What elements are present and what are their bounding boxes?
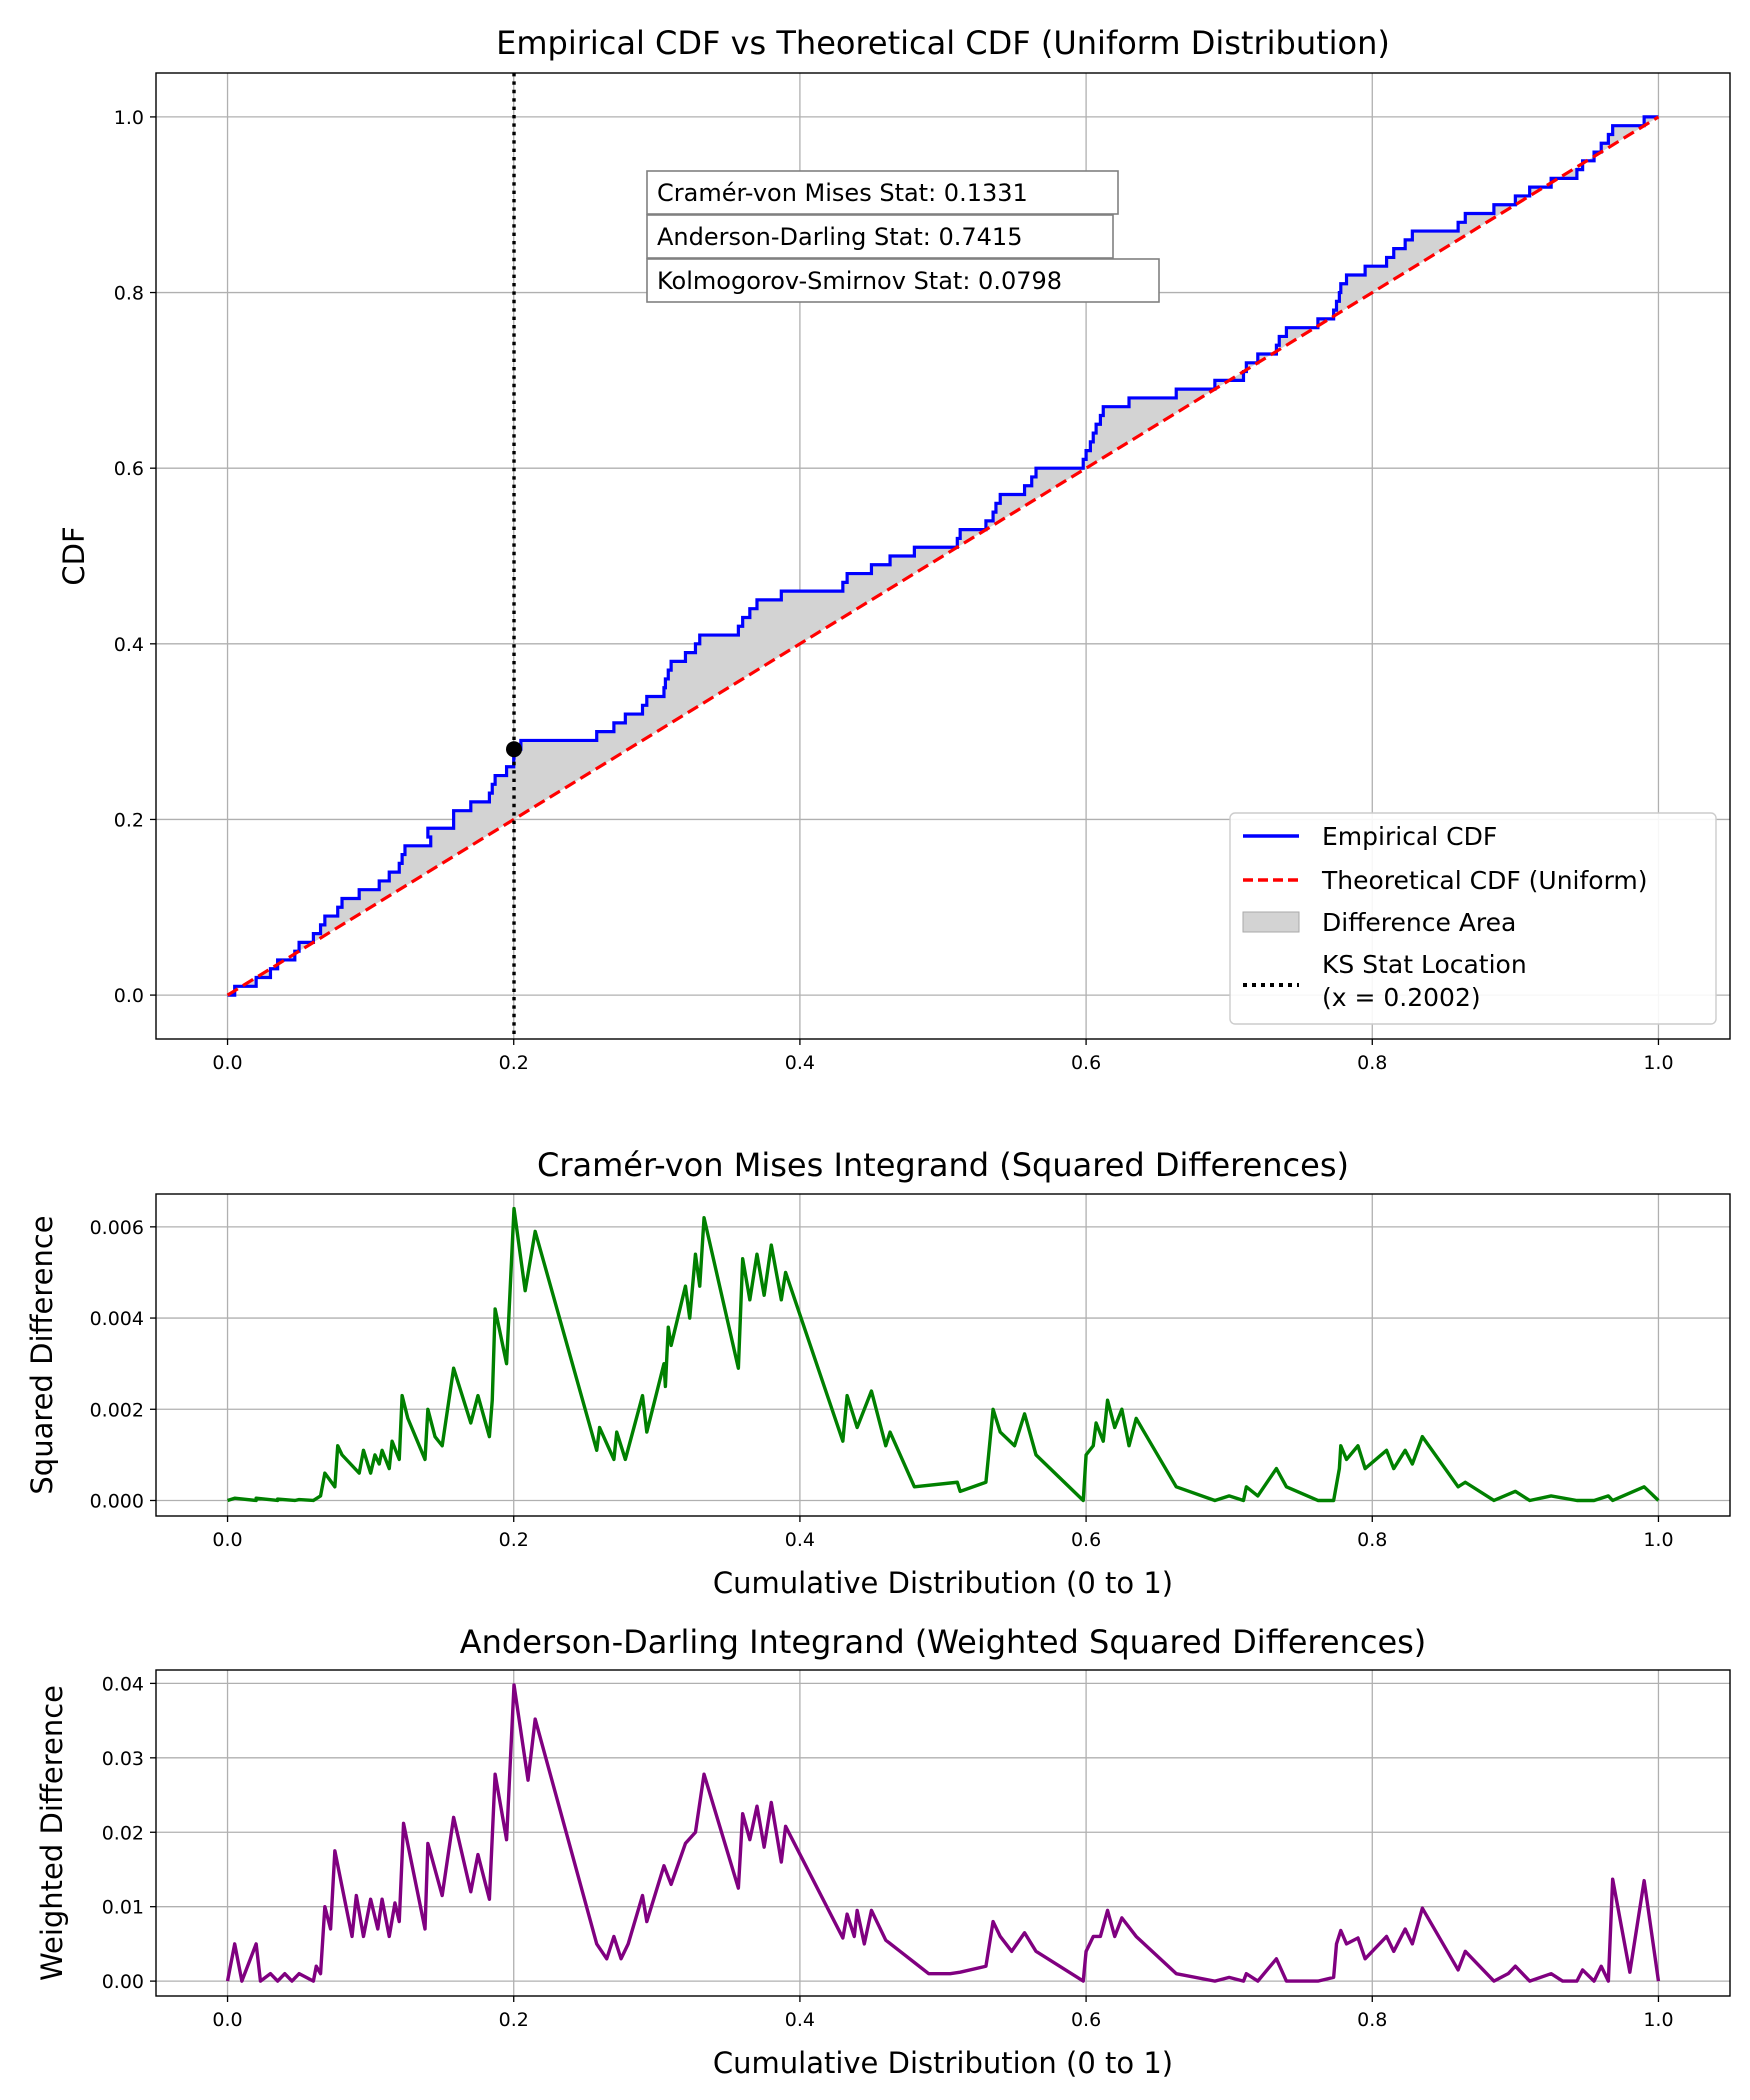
cvm-grid: [156, 1194, 1730, 1516]
x-tick-label: 0.6: [1071, 1052, 1101, 1074]
legend-empirical-label: Empirical CDF: [1322, 822, 1497, 851]
y-tick-label: 0.02: [102, 1822, 144, 1844]
x-tick-label: 0.6: [1071, 2009, 1101, 2031]
cdf-y-label: CDF: [57, 526, 91, 585]
ad-integrand-line: [225, 1683, 1661, 1983]
y-tick-label: 0.01: [102, 1897, 144, 1919]
cdf-legend: Empirical CDF Theoretical CDF (Uniform) …: [1229, 812, 1717, 1025]
cvm-y-label: Squared Difference: [25, 1215, 59, 1494]
cvm-panel: Cramér-von Mises Integrand (Squared Diff…: [25, 1146, 1731, 1600]
y-tick-label: 0.002: [90, 1399, 144, 1421]
cvm-stat-text: Cramér-von Mises Stat: 0.1331: [657, 179, 1028, 207]
legend-frame: [1229, 812, 1717, 1025]
x-tick-label: 0.6: [1071, 1529, 1101, 1551]
legend-ks-label-line1: KS Stat Location: [1322, 950, 1527, 979]
cdf-panel-title: Empirical CDF vs Theoretical CDF (Unifor…: [496, 24, 1390, 62]
x-tick-label: 0.4: [785, 2009, 815, 2031]
x-tick-label: 0.4: [785, 1052, 815, 1074]
empirical-cdf-line: [227, 115, 1659, 997]
y-tick-label: 0.6: [114, 458, 144, 480]
x-tick-label: 0.8: [1357, 1052, 1387, 1074]
y-tick-label: 0.00: [102, 1971, 144, 1993]
cdf-panel: Empirical CDF vs Theoretical CDF (Unifor…: [57, 24, 1731, 1074]
y-tick-label: 0.000: [90, 1490, 144, 1512]
y-tick-label: 0.03: [102, 1748, 144, 1770]
x-tick-label: 1.0: [1643, 2009, 1673, 2031]
cvm-x-label: Cumulative Distribution (0 to 1): [713, 1566, 1173, 1600]
cvm-axis-ticks: 0.0 0.2 0.4 0.6 0.8 1.0 0.000 0.002 0.004 0.006: [90, 1217, 1674, 1551]
cvm-plot-frame: [155, 1193, 1731, 1517]
ks-stat-point: [506, 741, 523, 758]
legend-area-swatch: [1242, 911, 1300, 933]
cvm-integrand-line: [227, 1206, 1660, 1503]
ks-stat-text: Kolmogorov-Smirnov Stat: 0.0798: [657, 267, 1062, 295]
x-tick-label: 0.8: [1357, 2009, 1387, 2031]
x-tick-label: 0.2: [499, 1529, 529, 1551]
ad-axis-ticks: 0.0 0.2 0.4 0.6 0.8 1.0 0.00 0.01 0.02 0.03 0.04: [102, 1673, 1674, 2031]
ks-stat-annotation: Kolmogorov-Smirnov Stat: 0.0798: [646, 258, 1160, 303]
x-tick-label: 0.0: [212, 2009, 242, 2031]
x-tick-label: 0.0: [212, 1052, 242, 1074]
y-tick-label: 1.0: [114, 107, 144, 129]
x-tick-label: 1.0: [1643, 1529, 1673, 1551]
y-tick-label: 0.004: [90, 1308, 144, 1330]
ad-panel: Anderson-Darling Integrand (Weighted Squ…: [35, 1623, 1731, 2080]
cdf-plot-frame: [155, 72, 1731, 1040]
y-tick-label: 0.4: [114, 634, 144, 656]
legend-ks-label-line2: (x = 0.2002): [1322, 983, 1481, 1012]
ad-y-label: Weighted Difference: [35, 1685, 69, 1981]
ad-plot-frame: [155, 1669, 1731, 1997]
x-tick-label: 0.4: [785, 1529, 815, 1551]
cdf-axis-ticks: 0.0 0.2 0.4 0.6 0.8 1.0 0.0 0.2 0.4 0.6 0.8 1.0: [114, 107, 1674, 1074]
theoretical-cdf-line: [226, 115, 1660, 997]
cvm-stat-annotation: Cramér-von Mises Stat: 0.1331: [646, 170, 1119, 215]
ad-x-label: Cumulative Distribution (0 to 1): [713, 2046, 1173, 2080]
y-tick-label: 0.8: [114, 283, 144, 305]
ad-stat-annotation: Anderson-Darling Stat: 0.7415: [646, 214, 1114, 259]
y-tick-label: 0.006: [90, 1217, 144, 1239]
x-tick-label: 0.0: [212, 1529, 242, 1551]
y-tick-label: 0.04: [102, 1673, 144, 1695]
ad-stat-text: Anderson-Darling Stat: 0.7415: [657, 223, 1022, 251]
cvm-panel-title: Cramér-von Mises Integrand (Squared Diff…: [537, 1146, 1349, 1184]
legend-theoretical-label: Theoretical CDF (Uniform): [1321, 866, 1648, 895]
y-tick-label: 0.2: [114, 809, 144, 831]
x-tick-label: 0.2: [499, 1052, 529, 1074]
x-tick-label: 0.2: [499, 2009, 529, 2031]
y-tick-label: 0.0: [114, 985, 144, 1007]
x-tick-label: 1.0: [1643, 1052, 1673, 1074]
ad-grid: [156, 1670, 1730, 1996]
legend-area-label: Difference Area: [1322, 908, 1516, 937]
x-tick-label: 0.8: [1357, 1529, 1387, 1551]
ad-panel-title: Anderson-Darling Integrand (Weighted Squ…: [460, 1623, 1427, 1661]
